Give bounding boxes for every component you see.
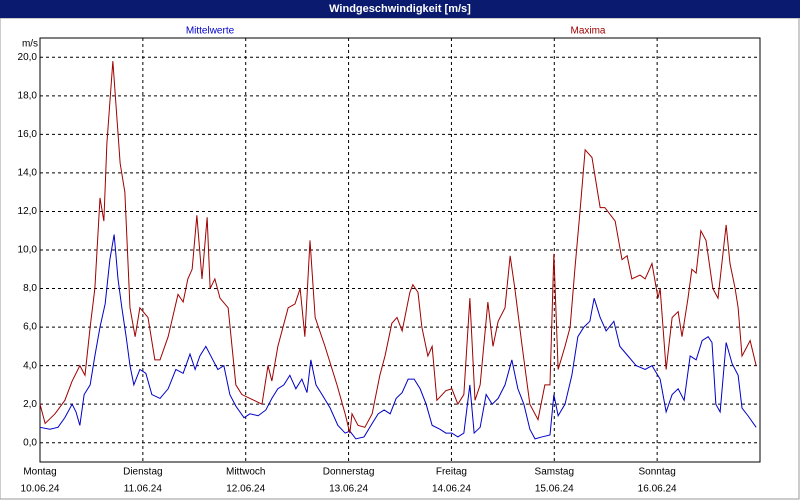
y-tick-label: 4,0 (23, 360, 37, 371)
line-series (39, 234, 757, 440)
x-tick-date: 12.06.24 (226, 484, 265, 495)
y-tick-label: 10,0 (18, 245, 38, 256)
x-tick-date: 15.06.24 (535, 484, 574, 495)
x-tick-date: 16.06.24 (638, 484, 677, 495)
x-tick-date: 13.06.24 (329, 484, 368, 495)
legend-label: Maxima (570, 26, 605, 37)
x-tick-label: Sonntag (639, 467, 676, 478)
chart: m/s 0,0 2,0 4,0 6,0 8,0 10,0 12,0 14,0 16,0 18,0 2… (0, 17, 800, 500)
y-tick-label: 14,0 (18, 168, 38, 179)
y-tick-label: 6,0 (23, 322, 37, 333)
x-tick-date: 14.06.24 (432, 484, 471, 495)
x-tick-label: Dienstag (123, 467, 162, 478)
y-tick-label: 0,0 (23, 437, 37, 448)
x-tick-label: Samstag (535, 467, 574, 478)
line-series (39, 61, 757, 434)
y-tick-label: 16,0 (18, 129, 38, 140)
x-tick-date: 10.06.24 (21, 484, 60, 495)
x-tick-label: Donnerstag (323, 467, 375, 478)
y-tick-label: 18,0 (18, 90, 38, 101)
x-tick-label: Mittwoch (226, 467, 265, 478)
y-tick-label: 12,0 (18, 206, 38, 217)
y-unit: m/s (22, 39, 38, 50)
y-tick-label: 2,0 (23, 399, 37, 410)
window-title: Windgeschwindigkeit [m/s] (0, 0, 800, 18)
legend-label: Mittelwerte (186, 26, 235, 37)
y-tick-label: 8,0 (23, 283, 37, 294)
chart-area: m/s 0,0 2,0 4,0 6,0 8,0 10,0 12,0 14,0 16,0 18,0 2… (0, 17, 800, 500)
x-tick-label: Freitag (436, 467, 467, 478)
y-tick-label: 20,0 (18, 52, 38, 63)
x-tick-date: 11.06.24 (124, 484, 163, 495)
x-tick-label: Montag (23, 467, 56, 478)
